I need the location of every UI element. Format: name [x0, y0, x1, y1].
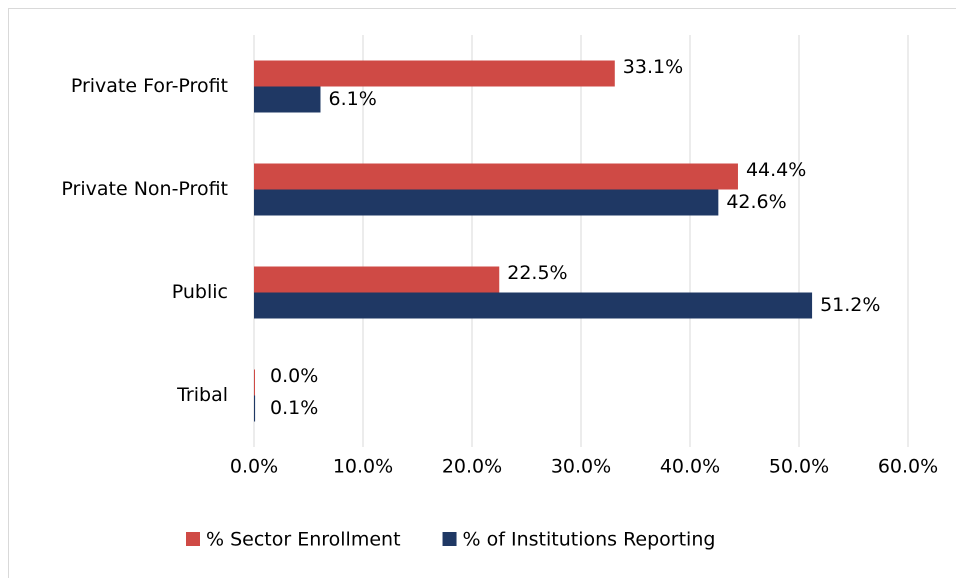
bar — [254, 60, 615, 87]
x-tick-label: 0.0% — [230, 456, 278, 478]
y-tick-label: Private For-Profit — [71, 75, 228, 97]
bar — [254, 369, 255, 396]
x-tick-label: 20.0% — [442, 456, 502, 478]
data-label: 42.6% — [726, 191, 786, 213]
data-label: 44.4% — [746, 159, 806, 181]
legend-label: % Sector Enrollment — [206, 529, 401, 551]
x-tick-label: 40.0% — [660, 456, 720, 478]
bar — [254, 395, 256, 422]
legend-swatch — [186, 532, 200, 546]
bar — [254, 292, 813, 319]
legend-label: % of Institutions Reporting — [463, 529, 716, 551]
data-label: 6.1% — [328, 88, 376, 110]
y-tick-label: Private Non-Profit — [61, 178, 228, 200]
x-tick-label: 60.0% — [878, 456, 938, 478]
legend-swatch — [442, 532, 457, 546]
data-label: 51.2% — [820, 294, 880, 316]
bar — [254, 163, 738, 190]
data-label: 22.5% — [507, 262, 567, 284]
data-label: 33.1% — [623, 56, 683, 78]
chart-frame — [8, 8, 956, 578]
y-tick-label: Tribal — [176, 384, 228, 406]
x-tick-label: 10.0% — [333, 456, 393, 478]
x-tick-label: 50.0% — [769, 456, 829, 478]
y-tick-label: Public — [172, 281, 228, 303]
x-tick-label: 30.0% — [551, 456, 611, 478]
bar — [254, 86, 321, 113]
bar — [254, 266, 500, 293]
data-label: 0.0% — [270, 365, 318, 387]
data-label: 0.1% — [270, 397, 318, 419]
bar — [254, 189, 719, 216]
